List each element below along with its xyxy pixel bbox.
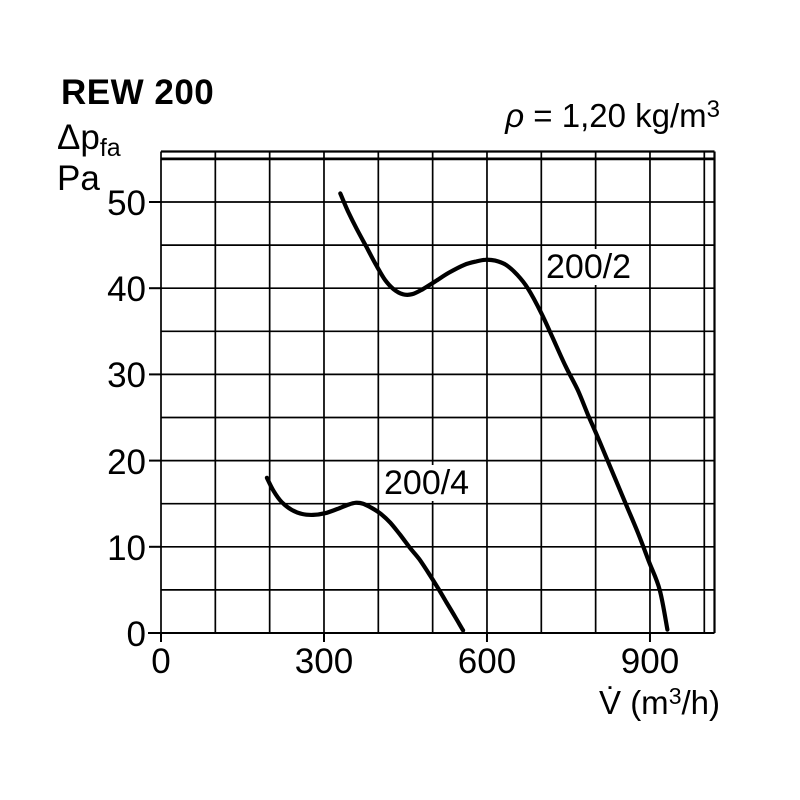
- volume-flow-symbol: V̇ (m: [599, 684, 669, 721]
- curve-200-2: [338, 191, 670, 632]
- curve-label-200-4: 200/4: [381, 465, 473, 501]
- x-tick-label-0: 0: [151, 642, 171, 681]
- delta-p-text: Δp: [57, 118, 100, 157]
- x-tick-label-600: 600: [457, 642, 517, 681]
- y-tick-label-0: 0: [126, 615, 146, 654]
- y-tick-label-50: 50: [107, 184, 146, 223]
- x-tick-label-900: 900: [620, 642, 680, 681]
- delta-p-subscript: fa: [99, 134, 121, 162]
- y-tick-label-20: 20: [107, 442, 146, 482]
- density-annotation: ρ = 1,20 kg/m3: [380, 97, 720, 135]
- curve-label-200-2: 200/2: [543, 249, 635, 285]
- volume-flow-unit-suffix: /h): [681, 684, 720, 721]
- density-exponent: 3: [706, 96, 720, 123]
- volume-flow-exponent: 3: [668, 683, 682, 709]
- y-tick-label-30: 30: [107, 356, 146, 396]
- density-value-text: = 1,20 kg/m: [524, 97, 707, 134]
- y-tick-label-40: 40: [107, 270, 146, 310]
- curve-200-4: [264, 475, 466, 633]
- y-axis-unit: Pa: [57, 159, 100, 198]
- x-axis-title: V̇ (m3/h): [540, 684, 720, 722]
- x-tick-label-300: 300: [294, 642, 354, 681]
- y-axis-symbol: Δpfa: [57, 118, 121, 161]
- y-tick-label-10: 10: [107, 528, 146, 568]
- rho-symbol: ρ: [505, 97, 525, 134]
- page-title: REW 200: [61, 73, 215, 112]
